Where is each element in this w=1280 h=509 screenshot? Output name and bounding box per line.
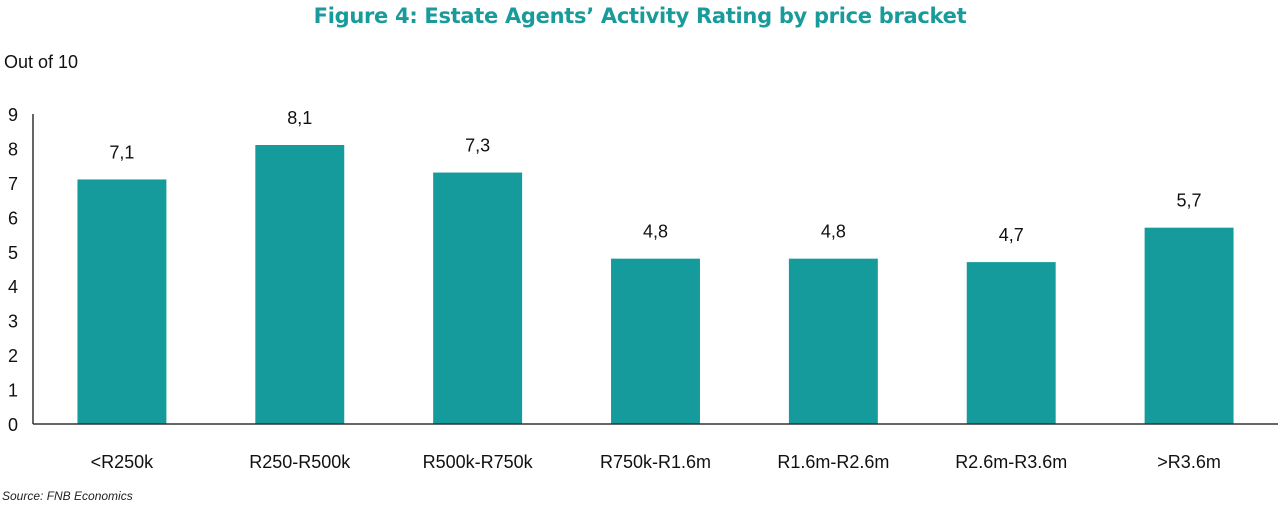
bar-value-label: 4,8 bbox=[821, 222, 846, 242]
y-tick-label: 1 bbox=[8, 381, 18, 401]
y-tick-label: 8 bbox=[8, 139, 18, 159]
bar bbox=[255, 145, 345, 424]
bar-value-label: 5,7 bbox=[1177, 191, 1202, 211]
bar bbox=[433, 172, 523, 424]
x-tick-label: R750k-R1.6m bbox=[600, 452, 711, 472]
source-note: Source: FNB Economics bbox=[2, 489, 133, 503]
bar-value-label: 4,8 bbox=[643, 222, 668, 242]
bar bbox=[1144, 227, 1234, 424]
x-tick-label: R250-R500k bbox=[249, 452, 351, 472]
x-tick-label: R2.6m-R3.6m bbox=[955, 452, 1067, 472]
y-tick-label: 9 bbox=[8, 105, 18, 125]
bar bbox=[788, 258, 878, 424]
bar-value-label: 4,7 bbox=[999, 225, 1024, 245]
y-tick-label: 5 bbox=[8, 243, 18, 263]
x-tick-label: R1.6m-R2.6m bbox=[777, 452, 889, 472]
bar bbox=[966, 262, 1056, 424]
y-tick-label: 0 bbox=[8, 415, 18, 435]
x-tick-label: >R3.6m bbox=[1157, 452, 1221, 472]
chart-title: Figure 4: Estate Agents’ Activity Rating… bbox=[313, 4, 967, 28]
y-tick-label: 2 bbox=[8, 346, 18, 366]
y-tick-label: 4 bbox=[8, 277, 18, 297]
y-axis-ticks: 0 1 2 3 4 5 6 7 8 9 bbox=[8, 105, 18, 435]
bar-value-label: 7,3 bbox=[465, 136, 490, 156]
data-labels: 7,1 8,1 7,3 4,8 4,8 4,7 5,7 bbox=[109, 108, 1201, 245]
x-tick-label: <R250k bbox=[91, 452, 155, 472]
x-axis-ticks: <R250k R250-R500k R500k-R750k R750k-R1.6m R1… bbox=[91, 452, 1221, 472]
y-axis-unit-label: Out of 10 bbox=[4, 52, 79, 72]
x-tick-label: R500k-R750k bbox=[423, 452, 534, 472]
bar-value-label: 7,1 bbox=[109, 142, 134, 162]
y-tick-label: 6 bbox=[8, 208, 18, 228]
bar bbox=[611, 258, 700, 424]
bar-value-label: 8,1 bbox=[287, 108, 312, 128]
y-tick-label: 7 bbox=[8, 174, 18, 194]
bars bbox=[77, 145, 1234, 424]
bar bbox=[77, 179, 167, 424]
y-tick-label: 3 bbox=[8, 312, 18, 332]
